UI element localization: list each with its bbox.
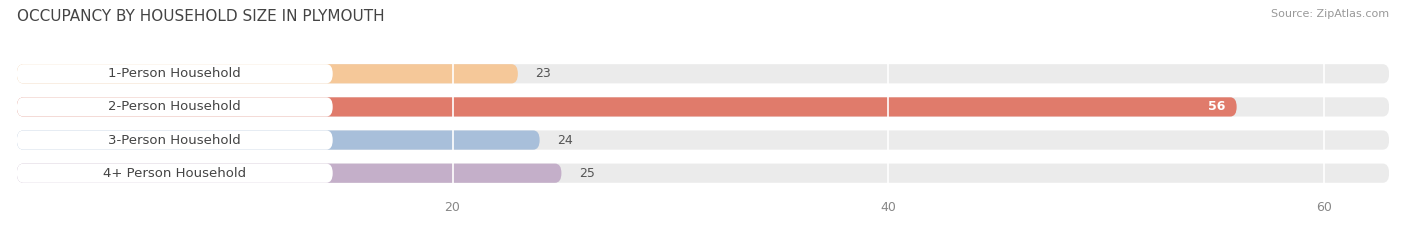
Text: 23: 23 [536,67,551,80]
Text: 56: 56 [1208,100,1226,113]
FancyBboxPatch shape [17,130,1389,150]
FancyBboxPatch shape [17,164,333,183]
FancyBboxPatch shape [17,164,1389,183]
FancyBboxPatch shape [17,130,540,150]
Text: 4+ Person Household: 4+ Person Household [103,167,246,180]
FancyBboxPatch shape [17,130,333,150]
Text: 24: 24 [557,134,572,147]
Text: Source: ZipAtlas.com: Source: ZipAtlas.com [1271,9,1389,19]
Text: 3-Person Household: 3-Person Household [108,134,242,147]
FancyBboxPatch shape [17,164,561,183]
Text: 25: 25 [579,167,595,180]
FancyBboxPatch shape [17,64,517,83]
Text: OCCUPANCY BY HOUSEHOLD SIZE IN PLYMOUTH: OCCUPANCY BY HOUSEHOLD SIZE IN PLYMOUTH [17,9,384,24]
FancyBboxPatch shape [17,64,333,83]
FancyBboxPatch shape [17,64,1389,83]
Text: 1-Person Household: 1-Person Household [108,67,242,80]
FancyBboxPatch shape [17,97,333,116]
Text: 2-Person Household: 2-Person Household [108,100,242,113]
FancyBboxPatch shape [17,97,1389,116]
FancyBboxPatch shape [17,97,1237,116]
